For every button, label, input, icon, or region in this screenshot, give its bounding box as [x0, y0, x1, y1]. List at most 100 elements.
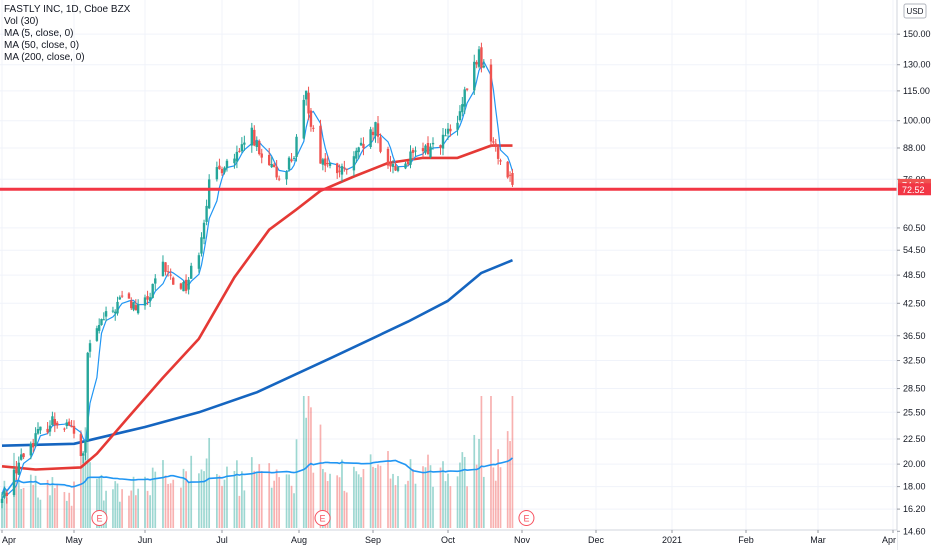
candle-body	[102, 319, 105, 321]
candle	[287, 156, 291, 172]
volume-bar	[221, 485, 223, 528]
candle-body	[39, 426, 42, 431]
volume-bar	[302, 396, 305, 528]
y-tick-label: 28.50	[903, 384, 926, 394]
volume-bar	[429, 465, 432, 528]
x-tick-label: Sep	[365, 535, 381, 545]
candle-body	[319, 125, 322, 164]
candle-body	[496, 147, 500, 159]
support-price-label: 72.52	[902, 185, 925, 195]
volume-bar	[461, 452, 464, 528]
candle	[34, 427, 37, 447]
candle-body	[182, 282, 185, 292]
candle-body	[492, 141, 495, 143]
candle-body	[46, 428, 49, 433]
candle-body	[17, 462, 20, 475]
candle-body	[238, 150, 241, 152]
candle	[285, 170, 288, 185]
volume-bar	[456, 476, 459, 528]
volume-bar	[511, 396, 514, 528]
candle	[302, 94, 305, 140]
candle-body	[15, 467, 18, 474]
candle	[477, 46, 481, 69]
volume-bar	[285, 474, 288, 528]
candle-body	[424, 145, 427, 153]
volume-bar	[377, 464, 379, 528]
vol-ma-30-line	[1, 457, 514, 495]
candle	[215, 161, 219, 182]
candle-body	[220, 168, 224, 174]
candle	[394, 162, 397, 171]
candle	[494, 139, 497, 152]
candle-body	[5, 492, 8, 496]
candle	[391, 160, 395, 174]
candle	[151, 283, 154, 299]
candle-body	[321, 159, 325, 165]
candle	[319, 119, 322, 164]
volume-bar	[407, 480, 409, 528]
y-tick-label: 22.50	[903, 434, 926, 444]
candle-body	[132, 302, 135, 310]
candle-body	[190, 265, 193, 279]
candle-body	[391, 164, 395, 167]
candle	[127, 292, 131, 299]
support-price-background	[898, 183, 931, 196]
x-tick-label: Apr	[882, 535, 896, 545]
earnings-marker[interactable]: E	[91, 510, 108, 526]
volume-bar	[236, 460, 238, 528]
candle	[338, 164, 341, 178]
candle	[458, 105, 462, 122]
candle	[51, 411, 54, 426]
volume-bar	[114, 481, 117, 528]
candle-body	[506, 161, 509, 178]
y-tick-label: 100.00	[903, 116, 931, 126]
candle	[421, 142, 425, 158]
candle-body	[169, 274, 172, 276]
candle	[114, 309, 117, 321]
x-tick-label: Jun	[138, 535, 153, 545]
candle	[169, 268, 172, 280]
candle-body	[118, 297, 122, 300]
volume-bar	[20, 488, 23, 528]
volume-bar	[326, 481, 329, 528]
candle	[218, 158, 221, 170]
candle-body	[458, 111, 462, 121]
candle	[235, 145, 239, 169]
candle-body	[444, 135, 447, 137]
volume-bar	[218, 475, 221, 528]
volume-bar	[494, 480, 497, 528]
candle-body	[253, 129, 256, 146]
candle	[371, 127, 375, 141]
earnings-marker[interactable]: E	[518, 510, 535, 526]
candle-body	[270, 164, 273, 168]
candle-body	[307, 92, 310, 114]
candle	[250, 122, 254, 153]
candle-body	[187, 279, 190, 290]
candle-body	[277, 178, 281, 180]
candle	[304, 90, 308, 106]
currency-button[interactable]: USD	[903, 3, 927, 19]
candle	[275, 160, 278, 180]
candle-body	[292, 157, 296, 159]
candle-body	[146, 296, 149, 300]
volume-bar	[250, 457, 253, 528]
volume-bar	[260, 470, 263, 528]
candle	[207, 174, 211, 210]
candles	[0, 42, 514, 509]
candle-body	[411, 149, 415, 153]
candle-body	[250, 127, 254, 146]
volume-bar	[46, 479, 49, 528]
volume-bar	[63, 492, 66, 528]
volume-bar	[258, 464, 261, 528]
candle-body	[258, 140, 261, 155]
earnings-marker[interactable]: E	[314, 510, 331, 526]
volume-bar	[89, 462, 91, 528]
candle-body	[267, 155, 271, 165]
candle	[369, 126, 372, 149]
candle-body	[34, 433, 37, 446]
x-tick-label: Apr	[2, 535, 16, 545]
volume-bar	[51, 477, 54, 528]
